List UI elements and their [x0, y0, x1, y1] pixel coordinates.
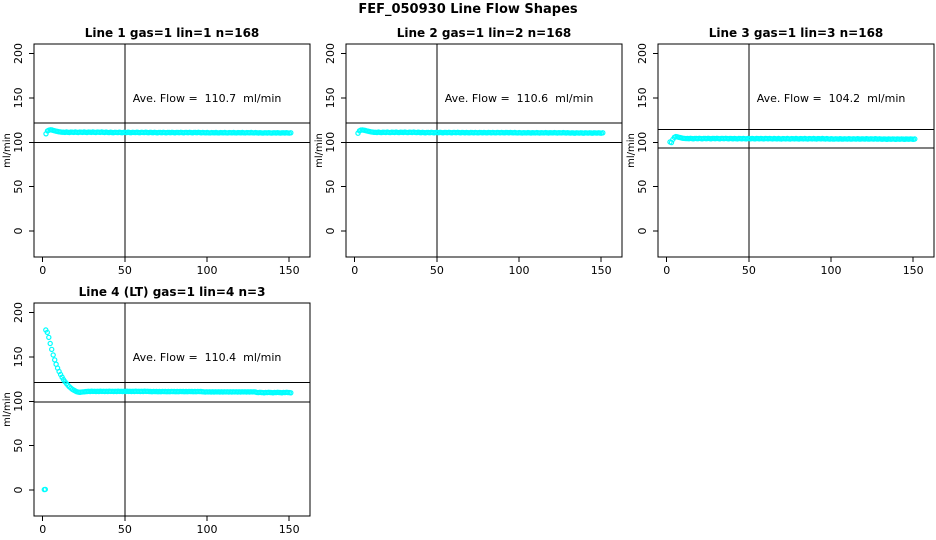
y-tick-label: 200 [636, 43, 649, 64]
y-tick-label: 150 [636, 87, 649, 108]
x-tick-label: 0 [39, 264, 46, 277]
x-tick-label: 50 [742, 264, 756, 277]
y-axis-label: ml/min [2, 392, 13, 427]
x-axis: 0 50 100 150 [351, 257, 612, 277]
x-axis: 0 50 100 150 [39, 257, 300, 277]
subplot-line-3: Line 3 gas=1 lin=3 n=168 0 50 100 150 0 50 100 1… [626, 26, 935, 277]
y-tick-label: 100 [324, 132, 337, 153]
x-tick-label: 50 [118, 264, 132, 277]
y-tick-label: 100 [12, 132, 25, 153]
x-tick-label: 150 [279, 523, 300, 536]
subplot-line-1: Line 1 gas=1 lin=1 n=168 0 50 100 150 0 50 100 1… [2, 26, 311, 277]
x-tick-label: 150 [591, 264, 612, 277]
plot-box [657, 43, 935, 258]
subplot-line-4: Line 4 (LT) gas=1 lin=4 n=3 0 50 100 150 0 50 1… [2, 285, 311, 536]
ave-flow-annotation: Ave. Flow = 110.7 ml/min [133, 92, 282, 105]
plot-box [33, 43, 311, 258]
subplot-title: Line 2 gas=1 lin=2 n=168 [397, 26, 572, 40]
x-tick-label: 0 [351, 264, 358, 277]
ave-flow-annotation: Ave. Flow = 110.6 ml/min [445, 92, 594, 105]
x-tick-label: 0 [39, 523, 46, 536]
y-tick-label: 100 [12, 391, 25, 412]
x-tick-label: 100 [197, 264, 218, 277]
y-axis: 0 50 100 150 200 [324, 43, 346, 235]
y-tick-label: 150 [12, 346, 25, 367]
subplot-title: Line 1 gas=1 lin=1 n=168 [85, 26, 260, 40]
x-axis: 0 50 100 150 [39, 516, 300, 536]
y-tick-label: 0 [324, 228, 337, 235]
x-tick-label: 50 [430, 264, 444, 277]
x-tick-label: 100 [197, 523, 218, 536]
y-tick-label: 200 [324, 43, 337, 64]
outlier-point [42, 486, 49, 493]
x-tick-label: 100 [821, 264, 842, 277]
subplot-title: Line 3 gas=1 lin=3 n=168 [709, 26, 884, 40]
plot-box [345, 43, 623, 258]
y-axis-label: ml/min [2, 133, 13, 168]
y-tick-label: 200 [12, 43, 25, 64]
y-tick-label: 150 [12, 87, 25, 108]
plot-box [33, 302, 311, 517]
y-axis: 0 50 100 150 200 [636, 43, 658, 235]
y-axis-label: ml/min [626, 133, 637, 168]
x-tick-label: 100 [509, 264, 530, 277]
ave-flow-annotation: Ave. Flow = 110.4 ml/min [133, 351, 282, 364]
ave-flow-annotation: Ave. Flow = 104.2 ml/min [757, 92, 906, 105]
y-tick-label: 0 [12, 228, 25, 235]
y-tick-label: 50 [12, 439, 25, 453]
x-tick-label: 150 [903, 264, 924, 277]
x-tick-label: 0 [663, 264, 670, 277]
y-tick-label: 50 [12, 180, 25, 194]
subplot-line-2: Line 2 gas=1 lin=2 n=168 0 50 100 150 0 50 100 1… [314, 26, 623, 277]
y-tick-label: 50 [324, 180, 337, 194]
y-axis-label: ml/min [314, 133, 325, 168]
data-points [41, 327, 294, 493]
y-tick-label: 50 [636, 180, 649, 194]
y-tick-label: 200 [12, 302, 25, 323]
data-points [355, 127, 606, 136]
x-axis: 0 50 100 150 [663, 257, 924, 277]
main-title: FEF_050930 Line Flow Shapes [358, 2, 578, 17]
subplot-title: Line 4 (LT) gas=1 lin=4 n=3 [79, 285, 266, 299]
y-tick-label: 150 [324, 87, 337, 108]
x-tick-label: 150 [279, 264, 300, 277]
y-tick-label: 0 [12, 487, 25, 494]
x-tick-label: 50 [118, 523, 132, 536]
y-tick-label: 0 [636, 228, 649, 235]
y-axis: 0 50 100 150 200 [12, 43, 34, 235]
y-tick-label: 100 [636, 132, 649, 153]
data-points [667, 133, 918, 146]
data-points [43, 127, 294, 137]
y-axis: 0 50 100 150 200 [12, 302, 34, 494]
